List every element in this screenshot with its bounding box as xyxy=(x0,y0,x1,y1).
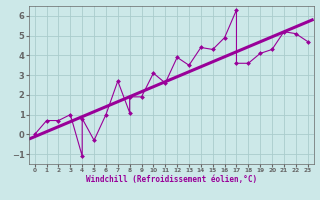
Point xyxy=(163,81,168,85)
Point xyxy=(293,32,298,35)
Point xyxy=(305,40,310,43)
Point xyxy=(234,62,239,65)
Point xyxy=(127,95,132,98)
Point xyxy=(198,46,204,49)
Point xyxy=(258,52,263,55)
Point xyxy=(175,56,180,59)
Point xyxy=(269,48,275,51)
Point xyxy=(210,48,215,51)
Point xyxy=(68,113,73,116)
Point xyxy=(234,8,239,12)
Point xyxy=(139,95,144,98)
Point xyxy=(187,64,192,67)
Point xyxy=(281,30,286,33)
Point xyxy=(127,111,132,114)
Point xyxy=(222,36,227,39)
Point xyxy=(44,119,49,122)
Point xyxy=(80,117,85,120)
Point xyxy=(103,113,108,116)
Point xyxy=(32,133,37,136)
Point xyxy=(151,72,156,75)
X-axis label: Windchill (Refroidissement éolien,°C): Windchill (Refroidissement éolien,°C) xyxy=(86,175,257,184)
Point xyxy=(92,139,97,142)
Point xyxy=(246,62,251,65)
Point xyxy=(56,119,61,122)
Point xyxy=(115,79,120,83)
Point xyxy=(80,155,85,158)
